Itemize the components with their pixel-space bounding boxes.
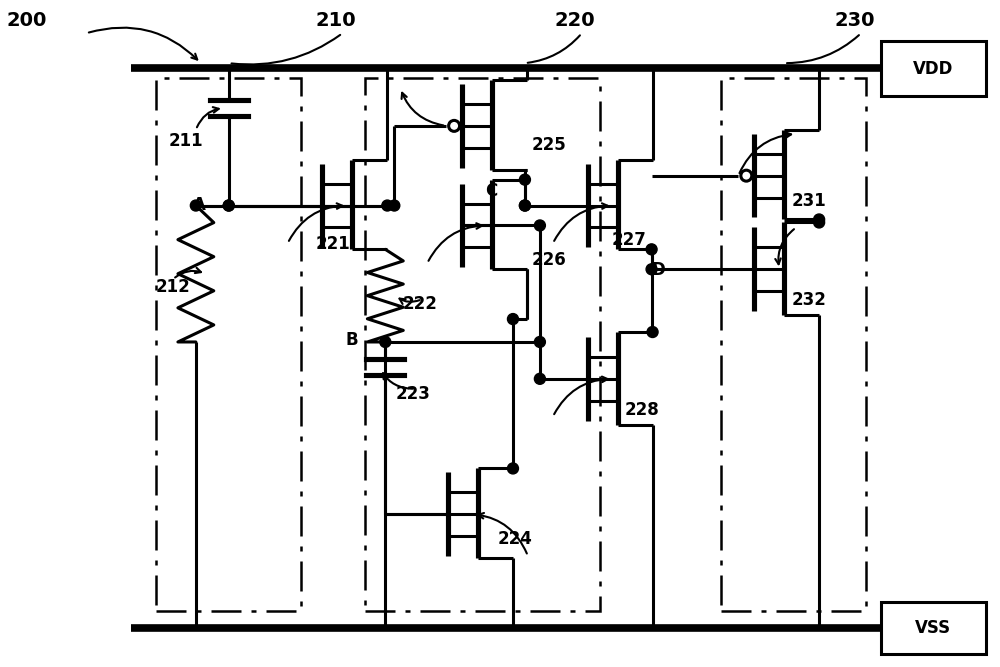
Circle shape	[741, 170, 752, 181]
Text: VDD: VDD	[913, 59, 953, 77]
Circle shape	[449, 120, 460, 131]
Bar	[721, 78, 866, 611]
Text: A: A	[193, 195, 206, 213]
Circle shape	[380, 336, 391, 348]
Text: 222: 222	[402, 295, 437, 313]
Circle shape	[534, 336, 545, 348]
Text: 223: 223	[395, 385, 430, 403]
Text: 224: 224	[498, 530, 533, 548]
Circle shape	[507, 463, 518, 474]
Circle shape	[646, 244, 657, 255]
Bar	[881, 602, 986, 654]
Text: 225: 225	[532, 136, 567, 154]
Circle shape	[190, 200, 201, 211]
Text: C: C	[485, 181, 497, 199]
Text: 211: 211	[169, 132, 204, 150]
Bar	[881, 41, 986, 96]
Circle shape	[814, 217, 825, 228]
Circle shape	[519, 200, 530, 211]
Circle shape	[382, 200, 393, 211]
Circle shape	[389, 200, 400, 211]
Text: B: B	[345, 331, 358, 349]
Circle shape	[646, 263, 657, 275]
Text: 210: 210	[316, 11, 356, 30]
Circle shape	[534, 374, 545, 384]
Bar	[365, 78, 600, 611]
Circle shape	[519, 174, 530, 185]
Text: VSS: VSS	[915, 619, 951, 637]
Text: 220: 220	[555, 11, 595, 30]
Text: 232: 232	[791, 291, 826, 309]
Text: D: D	[652, 261, 665, 279]
Circle shape	[814, 214, 825, 225]
Bar	[156, 78, 301, 611]
Text: 212: 212	[156, 278, 191, 296]
Circle shape	[223, 200, 234, 211]
Text: 227: 227	[612, 231, 647, 249]
Circle shape	[507, 313, 518, 325]
Text: 200: 200	[6, 11, 47, 30]
Text: 228: 228	[625, 401, 659, 419]
Text: 230: 230	[834, 11, 875, 30]
Circle shape	[534, 220, 545, 231]
Text: 221: 221	[316, 235, 350, 253]
Circle shape	[647, 327, 658, 338]
Text: 226: 226	[532, 251, 567, 269]
Text: 231: 231	[791, 191, 826, 209]
Circle shape	[519, 200, 530, 211]
Circle shape	[223, 200, 234, 211]
